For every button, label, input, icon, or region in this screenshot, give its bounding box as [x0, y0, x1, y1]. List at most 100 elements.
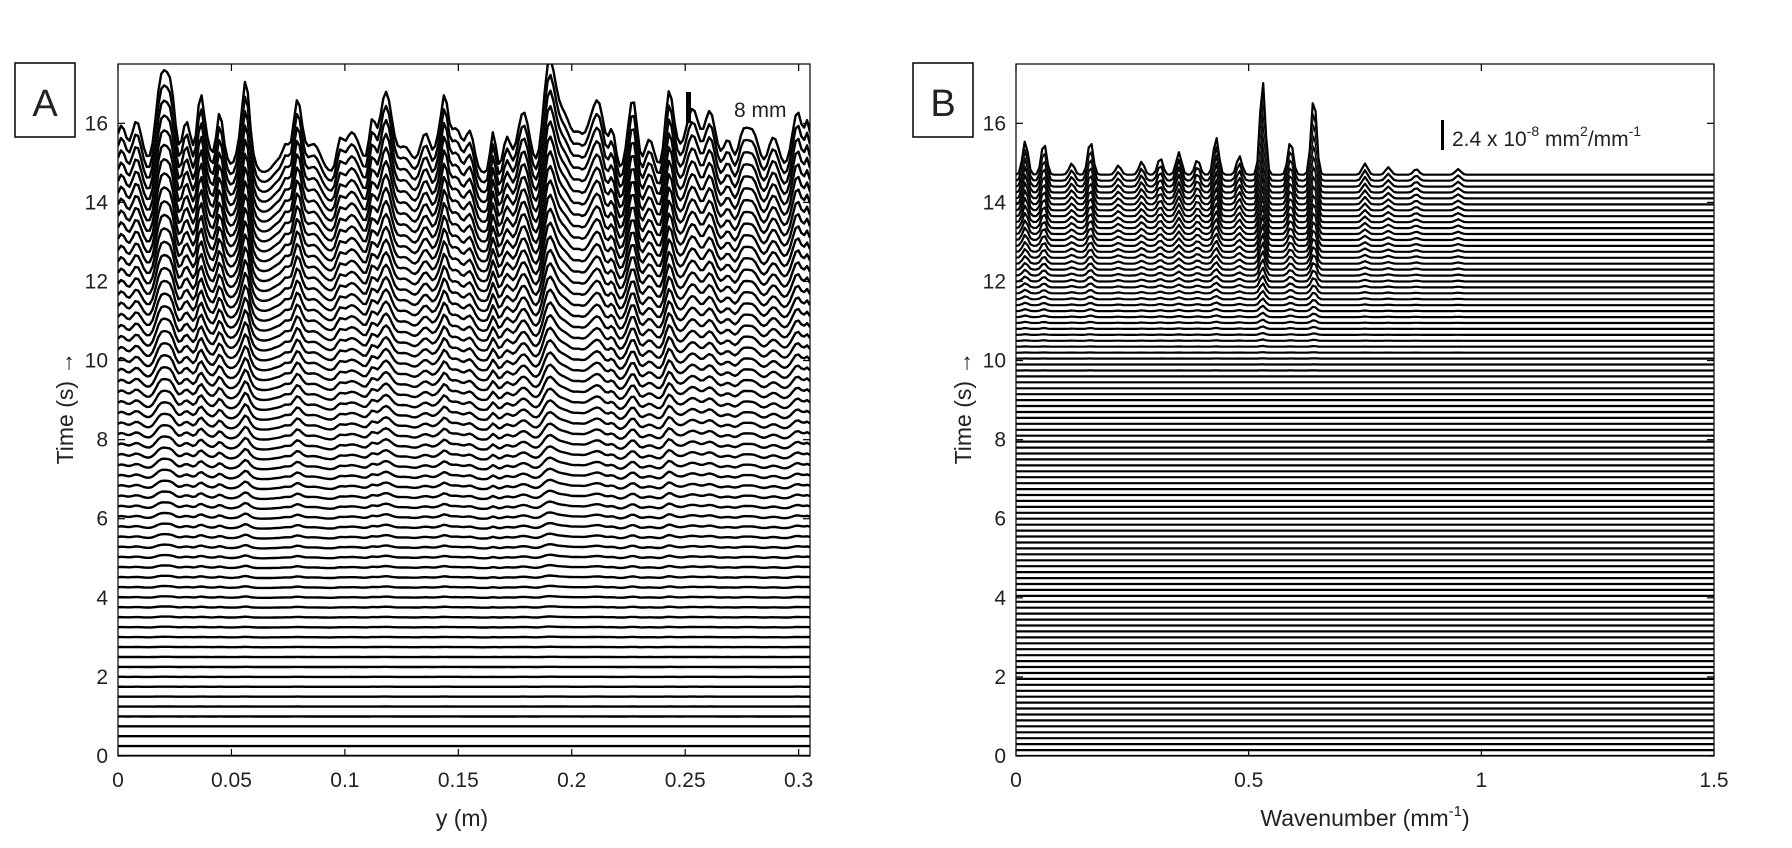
panel-b-x-ticks: 0 0.5 1 1.5 [1010, 64, 1729, 792]
panel-a-trace [118, 262, 810, 313]
panel-a-x-tick-label: 0.3 [784, 769, 813, 792]
panel-a-trace [118, 410, 810, 431]
panel-b-x-tick-label: 1.5 [1699, 769, 1728, 792]
panel-a-trace [118, 207, 810, 273]
panel-a-trace [118, 605, 810, 609]
panel-a-trace [118, 221, 810, 283]
panel-b-trace [1016, 241, 1714, 265]
panel-b-x-axis-label-sup: -1 [1449, 803, 1462, 820]
panel-b-trace [1016, 351, 1714, 354]
panel-a-trace [118, 500, 810, 510]
panel-b-trace [1016, 338, 1714, 342]
panel-a-trace [118, 553, 810, 560]
panel-a-x-tick-label: 0.15 [438, 769, 479, 792]
panel-a-trace [118, 574, 810, 580]
panel-b-trace [1016, 318, 1714, 325]
panel-a-x-tick-label: 0.25 [665, 769, 706, 792]
panel-b-trace [1016, 164, 1714, 218]
panel-a-trace [118, 387, 810, 412]
panel-a-y-tick-label: 0 [96, 745, 108, 768]
panel-a-scale-bar [686, 92, 691, 123]
panel-b-scale-bar-label: 2.4 x 10-8 mm2/mm-1 [1452, 123, 1641, 151]
panel-b-trace [1016, 258, 1714, 277]
panel-a-traces [118, 64, 810, 756]
panel-b-x-axis-label-end: ) [1462, 805, 1470, 831]
panel-a-trace [118, 584, 810, 590]
panel-a-y-tick-label: 2 [96, 666, 108, 689]
panel-b-trace [1016, 290, 1714, 301]
panel-a-y-tick-label: 10 [85, 350, 108, 373]
panel-a-trace [118, 150, 810, 233]
panel-b-label: B [930, 83, 955, 125]
panel-b-trace [1016, 311, 1714, 319]
panel-a-y-tick-label: 8 [96, 429, 108, 452]
panel-b-y-tick-label: 12 [983, 270, 1006, 293]
panel-a-trace [118, 89, 810, 194]
panel-a-trace [118, 64, 810, 174]
panel-a-trace [118, 339, 810, 372]
panel-a-axes-box [117, 63, 811, 757]
panel-a-y-tick-label: 6 [96, 508, 108, 531]
panel-b-trace [1016, 304, 1714, 313]
panel-b-trace [1016, 223, 1714, 253]
panel-a-trace [118, 73, 810, 184]
panel-a-trace [118, 375, 810, 402]
panel-b-trace [1016, 282, 1714, 295]
panel-b-y-ticks: 0 2 4 6 8 10 12 14 16 [983, 112, 1714, 768]
panel-b-trace [1016, 214, 1714, 247]
panel-b-y-tick-label: 8 [994, 429, 1006, 452]
panel-a-trace [118, 135, 810, 224]
panel-b-trace [1016, 130, 1714, 200]
panel-b-trace [1016, 195, 1714, 236]
sb-b-part3: /mm [1588, 128, 1629, 151]
panel-a-trace [118, 645, 810, 649]
panel-b-y-tick-label: 14 [983, 191, 1007, 214]
panel-b-trace [1016, 274, 1714, 289]
panel-b-y-tick-label: 4 [994, 587, 1006, 610]
panel-b-y-tick-label: 16 [983, 112, 1006, 135]
panel-b-y-tick-label: 2 [994, 666, 1006, 689]
panel-a-scale-bar-label: 8 mm [734, 99, 787, 122]
panel-a-trace [118, 363, 810, 392]
panel-b-x-axis-label-main: Wavenumber (mm [1260, 805, 1448, 831]
panel-a-trace [118, 615, 810, 619]
panel-b-trace [1016, 204, 1714, 242]
sb-b-sup3: -1 [1629, 123, 1642, 139]
panel-a-trace [118, 326, 810, 362]
panel-a-trace [118, 351, 810, 382]
panel-a-trace [118, 314, 810, 352]
panel-b-trace [1016, 297, 1714, 307]
panel-b-trace [1016, 94, 1714, 182]
panel-a-trace [118, 635, 810, 639]
panel-a-trace [118, 422, 810, 441]
panel-a: A 0 0.05 0.1 0.15 0.2 0.25 0.3 0 2 4 6 8 10 12 14 16 y… [14, 62, 813, 831]
panel-a-x-tick-label: 0.2 [557, 769, 586, 792]
panel-a-y-tick-label: 12 [85, 270, 108, 293]
panel-a-trace [118, 511, 810, 520]
panel-a-trace [118, 105, 810, 204]
panel-b-y-tick-label: 0 [994, 745, 1006, 768]
panel-b-x-tick-label: 0 [1010, 769, 1022, 792]
panel-a-trace [118, 563, 810, 570]
panel-a-x-tick-label: 0.05 [211, 769, 252, 792]
panel-b-scale-bar [1441, 120, 1444, 150]
panel-b-x-axis-label: Wavenumber (mm-1) [1260, 803, 1469, 831]
panel-a-trace [118, 521, 810, 530]
panel-b-plot-area [1016, 64, 1714, 756]
panel-b-x-tick-label: 0.5 [1234, 769, 1263, 792]
sb-b-part1: 2.4 x 10 [1452, 128, 1527, 151]
sb-b-sup1: -8 [1527, 123, 1540, 139]
panel-a-trace [118, 399, 810, 421]
panel-a-x-tick-label: 0 [112, 769, 124, 792]
panel-a-trace [118, 625, 810, 629]
panel-a-trace [118, 301, 810, 342]
panel-a-trace [118, 433, 810, 451]
panel-a-trace [118, 235, 810, 293]
panel-a-trace [118, 467, 810, 481]
panel-b-trace [1016, 332, 1714, 336]
panel-b-trace [1016, 119, 1714, 194]
panel-b-trace [1016, 153, 1714, 212]
panel-a-trace [118, 179, 810, 253]
panel-a-trace [118, 120, 810, 214]
